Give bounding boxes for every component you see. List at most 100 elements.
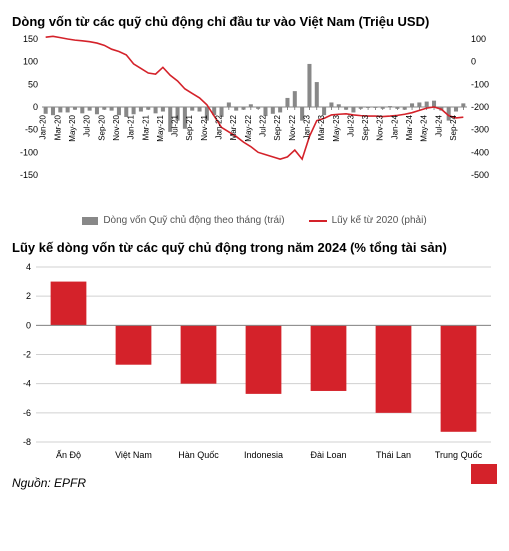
chart2-category-label: Thái Lan bbox=[376, 450, 411, 460]
chart2-bar bbox=[441, 325, 477, 431]
svg-text:Sep-23: Sep-23 bbox=[361, 114, 370, 140]
svg-text:Nov-20: Nov-20 bbox=[112, 114, 121, 140]
svg-text:Jul-24: Jul-24 bbox=[434, 114, 443, 136]
chart2-bar bbox=[116, 325, 152, 364]
svg-text:50: 50 bbox=[28, 79, 38, 89]
chart2-svg: -8-6-4-2024Ấn ĐộViệt NamHàn QuốcIndonesi… bbox=[12, 261, 497, 466]
chart2-title: Lũy kế dòng vốn từ các quỹ chủ động tron… bbox=[12, 240, 497, 255]
chart1-bar bbox=[161, 107, 165, 112]
svg-text:-50: -50 bbox=[25, 125, 38, 135]
svg-text:-500: -500 bbox=[471, 170, 489, 180]
chart1-bar bbox=[395, 107, 399, 109]
svg-text:Jan-21: Jan-21 bbox=[127, 114, 136, 139]
chart1-bar bbox=[110, 107, 114, 111]
chart2-category-label: Indonesia bbox=[244, 450, 283, 460]
svg-text:Mar-24: Mar-24 bbox=[405, 114, 414, 140]
chart1-bar bbox=[271, 107, 275, 114]
chart1-bar bbox=[44, 107, 48, 114]
chart1-bar bbox=[293, 91, 297, 107]
chart1-bar bbox=[132, 107, 136, 114]
svg-text:150: 150 bbox=[23, 35, 38, 44]
legend-line: Lũy kế từ 2020 (phải) bbox=[309, 215, 427, 226]
legend-bar-swatch bbox=[82, 217, 98, 225]
svg-text:-400: -400 bbox=[471, 147, 489, 157]
svg-text:Jan-22: Jan-22 bbox=[215, 114, 224, 139]
chart1-bar bbox=[249, 104, 253, 107]
chart1-bar bbox=[381, 107, 385, 109]
source-label: Nguồn: EPFR bbox=[12, 476, 497, 490]
chart1-bar bbox=[417, 102, 421, 107]
svg-text:Mar-22: Mar-22 bbox=[229, 114, 238, 140]
svg-text:Jan-20: Jan-20 bbox=[39, 114, 48, 139]
svg-text:Jan-24: Jan-24 bbox=[390, 114, 399, 139]
chart1-bar bbox=[234, 107, 238, 111]
svg-text:May-22: May-22 bbox=[244, 114, 253, 141]
svg-text:-100: -100 bbox=[20, 147, 38, 157]
svg-text:Mar-23: Mar-23 bbox=[317, 114, 326, 140]
svg-text:-4: -4 bbox=[23, 379, 31, 389]
chart2-bar bbox=[311, 325, 347, 391]
chart1-bar bbox=[51, 107, 55, 115]
svg-text:Nov-22: Nov-22 bbox=[288, 114, 297, 140]
chart1-bar bbox=[359, 107, 363, 109]
legend-bar: Dòng vốn Quỹ chủ động theo tháng (trái) bbox=[82, 215, 284, 226]
svg-text:-150: -150 bbox=[20, 170, 38, 180]
chart2-category-label: Đài Loan bbox=[310, 450, 346, 460]
chart1-bar bbox=[154, 107, 158, 113]
svg-text:0: 0 bbox=[471, 57, 476, 67]
chart2-bar bbox=[51, 282, 87, 326]
svg-text:Sep-21: Sep-21 bbox=[185, 114, 194, 140]
chart1-bar bbox=[146, 107, 150, 110]
legend-line-label: Lũy kế từ 2020 (phải) bbox=[332, 215, 427, 226]
chart1-bar bbox=[102, 107, 106, 110]
svg-text:0: 0 bbox=[33, 102, 38, 112]
svg-text:May-24: May-24 bbox=[420, 114, 429, 141]
chart1-bar bbox=[344, 107, 348, 110]
svg-text:Sep-20: Sep-20 bbox=[97, 114, 106, 140]
chart1-bar bbox=[329, 102, 333, 107]
chart2-category-label: Hàn Quốc bbox=[178, 450, 219, 460]
svg-text:-200: -200 bbox=[471, 102, 489, 112]
chart2-bar bbox=[181, 325, 217, 383]
svg-text:Sep-24: Sep-24 bbox=[449, 114, 458, 140]
chart1-bar bbox=[241, 107, 245, 110]
chart1-bar bbox=[322, 107, 326, 115]
svg-text:2: 2 bbox=[26, 291, 31, 301]
svg-text:-2: -2 bbox=[23, 350, 31, 360]
svg-text:4: 4 bbox=[26, 262, 31, 272]
svg-text:Jul-21: Jul-21 bbox=[171, 114, 180, 136]
chart1-bar bbox=[351, 107, 355, 112]
chart1-legend: Dòng vốn Quỹ chủ động theo tháng (trái) … bbox=[12, 215, 497, 226]
svg-text:100: 100 bbox=[471, 35, 486, 44]
chart1-bar bbox=[403, 107, 407, 110]
chart1-bar bbox=[117, 107, 121, 115]
decorative-red-block bbox=[471, 464, 497, 484]
chart1-bar bbox=[227, 102, 231, 107]
chart1-bar bbox=[337, 104, 341, 107]
chart1-bar bbox=[88, 107, 92, 111]
svg-text:Jul-20: Jul-20 bbox=[83, 114, 92, 136]
chart1-bar bbox=[315, 82, 319, 107]
svg-text:100: 100 bbox=[23, 57, 38, 67]
chart1-container: -150-100-50050100150-500-400-300-200-100… bbox=[12, 35, 497, 213]
svg-text:Nov-23: Nov-23 bbox=[376, 114, 385, 140]
chart1-bar bbox=[95, 107, 99, 114]
chart1-bar bbox=[263, 107, 267, 116]
chart1-bar bbox=[139, 107, 143, 112]
svg-text:Nov-21: Nov-21 bbox=[200, 114, 209, 140]
chart1-bar bbox=[256, 107, 260, 109]
chart1-bar bbox=[432, 101, 436, 107]
svg-text:-8: -8 bbox=[23, 437, 31, 447]
svg-text:May-20: May-20 bbox=[68, 114, 77, 141]
chart1-bar bbox=[198, 107, 202, 112]
chart1-bar bbox=[80, 107, 84, 113]
chart1-bar bbox=[373, 107, 377, 108]
chart1-bar bbox=[307, 64, 311, 107]
svg-text:Mar-21: Mar-21 bbox=[141, 114, 150, 140]
svg-text:-100: -100 bbox=[471, 79, 489, 89]
chart1-svg: -150-100-50050100150-500-400-300-200-100… bbox=[12, 35, 497, 213]
svg-text:Jul-22: Jul-22 bbox=[258, 114, 267, 136]
svg-text:May-21: May-21 bbox=[156, 114, 165, 141]
chart1-bar bbox=[410, 103, 414, 107]
chart1-bar bbox=[454, 107, 458, 112]
